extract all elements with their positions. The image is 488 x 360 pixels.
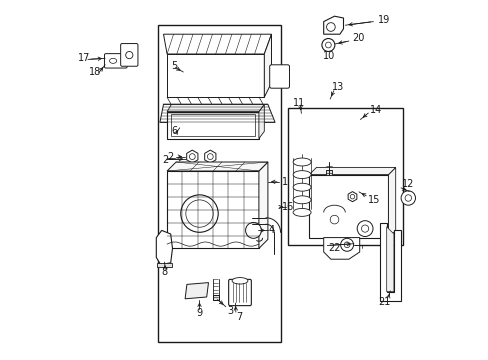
Circle shape — [356, 221, 372, 237]
Circle shape — [404, 195, 411, 201]
FancyBboxPatch shape — [269, 65, 289, 88]
Polygon shape — [204, 150, 216, 163]
Text: 13: 13 — [331, 82, 343, 92]
Text: 16: 16 — [281, 202, 293, 212]
Text: 10: 10 — [322, 51, 335, 61]
Circle shape — [245, 222, 261, 238]
Text: 20: 20 — [351, 33, 364, 43]
Text: 17: 17 — [78, 53, 90, 63]
Polygon shape — [264, 34, 271, 97]
Circle shape — [400, 191, 415, 205]
Circle shape — [329, 215, 338, 224]
Text: 8: 8 — [161, 267, 167, 277]
Polygon shape — [185, 283, 208, 299]
Text: 9: 9 — [196, 308, 202, 318]
Polygon shape — [379, 223, 400, 301]
Text: 5: 5 — [171, 60, 177, 71]
Circle shape — [321, 39, 334, 51]
Bar — [309, 175, 387, 238]
Polygon shape — [387, 167, 395, 238]
Bar — [287, 108, 402, 245]
Circle shape — [181, 195, 218, 232]
Text: 12: 12 — [401, 179, 413, 189]
Polygon shape — [386, 227, 393, 292]
Text: 14: 14 — [369, 105, 381, 115]
Text: 6: 6 — [171, 126, 178, 136]
Bar — [212, 295, 219, 300]
Text: 19: 19 — [377, 15, 389, 25]
Circle shape — [326, 23, 335, 31]
Text: 18: 18 — [89, 67, 101, 77]
FancyBboxPatch shape — [104, 54, 127, 68]
Polygon shape — [258, 104, 264, 139]
Ellipse shape — [232, 278, 247, 284]
Polygon shape — [186, 150, 198, 163]
Circle shape — [325, 42, 330, 48]
Ellipse shape — [292, 158, 310, 166]
Ellipse shape — [292, 183, 310, 191]
Ellipse shape — [109, 58, 117, 63]
Ellipse shape — [292, 171, 310, 179]
Polygon shape — [347, 192, 356, 202]
FancyBboxPatch shape — [228, 279, 251, 306]
Ellipse shape — [292, 196, 310, 204]
Polygon shape — [160, 104, 275, 122]
Circle shape — [361, 225, 368, 232]
Text: 4: 4 — [268, 225, 275, 235]
Bar — [167, 112, 258, 139]
Polygon shape — [167, 54, 264, 97]
Text: 11: 11 — [292, 98, 305, 108]
Bar — [325, 170, 332, 175]
Polygon shape — [258, 162, 267, 248]
Text: 21: 21 — [377, 297, 389, 307]
Circle shape — [344, 242, 349, 248]
Polygon shape — [163, 34, 271, 54]
Circle shape — [189, 154, 195, 159]
Bar — [170, 114, 255, 136]
Circle shape — [185, 200, 213, 227]
Bar — [167, 171, 258, 248]
Text: 15: 15 — [367, 195, 379, 205]
Polygon shape — [156, 230, 172, 265]
Ellipse shape — [292, 208, 310, 216]
Polygon shape — [323, 238, 359, 259]
Text: 3: 3 — [227, 306, 233, 316]
Bar — [157, 263, 171, 267]
Circle shape — [340, 238, 353, 251]
Text: 22: 22 — [328, 243, 340, 253]
Bar — [158, 25, 280, 342]
Polygon shape — [309, 167, 395, 175]
Text: 2: 2 — [167, 152, 173, 162]
Circle shape — [125, 51, 133, 59]
Polygon shape — [167, 104, 264, 112]
Text: 7: 7 — [236, 312, 243, 322]
Polygon shape — [323, 16, 343, 34]
FancyBboxPatch shape — [121, 44, 138, 66]
Circle shape — [349, 194, 354, 199]
Polygon shape — [167, 162, 267, 171]
Circle shape — [207, 154, 213, 159]
Text: 1: 1 — [281, 177, 287, 187]
Text: 2: 2 — [162, 155, 168, 165]
